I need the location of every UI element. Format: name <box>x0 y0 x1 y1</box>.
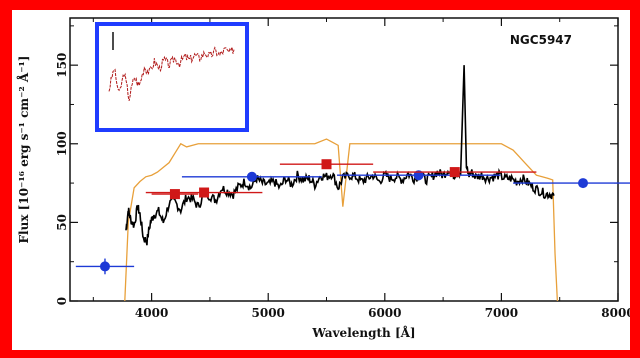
photometry-point <box>246 171 257 182</box>
inset-spectrum-line <box>108 46 235 101</box>
plot-frame <box>69 17 619 302</box>
x-tick-label: 6000 <box>368 306 401 320</box>
x-tick-label: 5000 <box>252 306 285 320</box>
inset-panel <box>95 22 249 132</box>
observed-spectrum-line <box>125 65 555 246</box>
photometry-point <box>449 167 460 178</box>
x-tick-label: 7000 <box>485 306 518 320</box>
x-tick-label: 4000 <box>135 306 168 320</box>
photometry-point <box>199 187 210 198</box>
photometry-point <box>99 261 110 272</box>
photometry-point <box>169 189 180 200</box>
inset-frame <box>95 22 249 132</box>
y-tick-label: 100 <box>55 131 69 156</box>
photometry-point <box>578 178 589 189</box>
y-tick-label: 50 <box>55 214 69 231</box>
y-tick-label: 0 <box>55 297 69 305</box>
chart-title: NGC5947 <box>510 33 572 47</box>
y-tick-label: 150 <box>55 53 69 78</box>
x-axis-label: Wavelength [Å] <box>311 325 415 340</box>
template-spectrum-line <box>124 138 559 302</box>
y-axis-label: Flux [10⁻¹⁶ erg s⁻¹ cm⁻² Å⁻¹] <box>16 56 31 244</box>
photometry-point <box>321 159 332 170</box>
